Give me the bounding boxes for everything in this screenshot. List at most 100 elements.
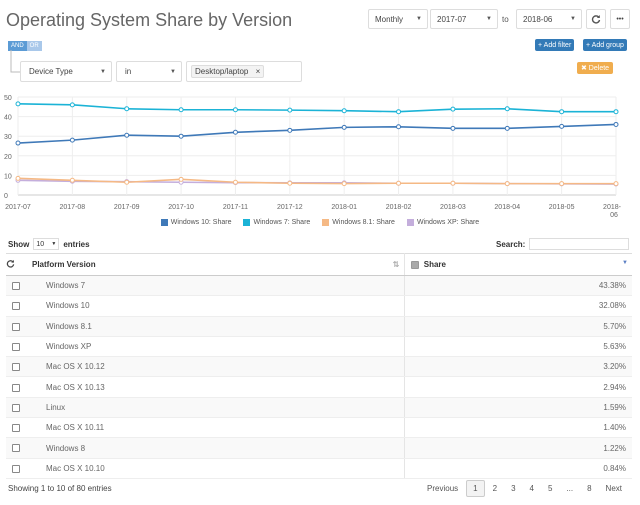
share-column-header[interactable]: Share ▼ <box>404 253 632 276</box>
chevron-down-icon: ▼ <box>51 241 57 247</box>
add-group-button[interactable]: + Add group <box>583 39 627 51</box>
row-checkbox[interactable] <box>12 322 20 331</box>
row-checkbox[interactable] <box>12 444 20 453</box>
table-row[interactable]: Windows 8 1.22% <box>6 437 632 459</box>
period-select[interactable]: Monthly ▼ <box>368 9 428 29</box>
data-point <box>287 107 293 113</box>
row-checkbox[interactable] <box>12 342 20 351</box>
share-cell: 43.38% <box>404 275 632 297</box>
page-button[interactable]: 2 <box>492 484 498 493</box>
data-point <box>124 106 130 112</box>
page-button[interactable]: 4 <box>529 484 534 493</box>
table-row[interactable]: Mac OS X 10.12 3.20% <box>6 356 632 378</box>
x-tick-label: 2018- <box>603 204 622 211</box>
filter-value-input[interactable]: Desktop/laptop × <box>186 61 302 82</box>
page-button[interactable]: 8 <box>587 484 592 493</box>
share-cell: 5.70% <box>404 316 632 337</box>
next-button[interactable]: Next <box>605 484 622 493</box>
legend-item-windows-7[interactable]: Windows 7: Share <box>243 219 310 226</box>
x-tick-label: 2018-05 <box>549 204 575 211</box>
legend-item-windows-8-1[interactable]: Windows 8.1: Share <box>322 219 395 226</box>
sort-desc-icon: ▼ <box>622 260 628 266</box>
chevron-down-icon: ▼ <box>570 16 576 22</box>
share-cell: 1.59% <box>404 397 632 419</box>
row-checkbox[interactable] <box>12 383 20 392</box>
platform-cell: Windows 8 <box>26 437 405 459</box>
chevron-down-icon: ▼ <box>486 16 492 22</box>
legend-item-windows-xp[interactable]: Windows XP: Share <box>406 219 479 226</box>
table-row[interactable]: Mac OS X 10.11 1.40% <box>6 417 632 439</box>
filter-operator-value: in <box>125 67 132 76</box>
row-checkbox-cell <box>6 417 26 439</box>
data-point <box>396 180 402 186</box>
share-cell: 1.22% <box>404 437 632 459</box>
page-button[interactable]: 5 <box>547 484 553 493</box>
row-checkbox[interactable] <box>12 363 20 372</box>
from-date-select[interactable]: 2017-07 ▼ <box>430 9 498 29</box>
series-line <box>17 123 617 144</box>
to-date-select[interactable]: 2018-06 ▼ <box>516 9 582 29</box>
row-checkbox-cell <box>6 458 26 479</box>
search-input[interactable] <box>529 238 630 250</box>
checkbox-icon <box>410 260 419 269</box>
table-row[interactable]: Linux 1.59% <box>6 397 632 419</box>
legend-item-windows-10[interactable]: Windows 10: Share <box>160 219 231 226</box>
data-point <box>341 181 347 187</box>
row-checkbox[interactable] <box>12 424 20 433</box>
page-size-select[interactable]: 10 ▼ <box>33 238 60 250</box>
data-point <box>232 129 238 135</box>
previous-button[interactable]: Previous <box>427 484 459 493</box>
data-point <box>178 176 184 182</box>
row-checkbox[interactable] <box>12 282 20 291</box>
table-row[interactable]: Mac OS X 10.10 0.84% <box>6 458 632 479</box>
filter-field-value: Device Type <box>29 67 73 76</box>
x-tick-label: 2018-01 <box>331 204 357 211</box>
legend-swatch <box>406 219 414 226</box>
row-checkbox-cell <box>6 295 26 317</box>
x-tick-label: 2017-10 <box>168 204 194 211</box>
table-row[interactable]: Windows 8.1 5.70% <box>6 316 632 337</box>
x-tick-label: 2018-02 <box>386 204 412 211</box>
more-icon: ••• <box>616 15 624 23</box>
data-point <box>504 106 510 112</box>
more-button[interactable]: ••• <box>610 9 630 29</box>
add-filter-button[interactable]: + Add filter <box>535 39 575 51</box>
refresh-icon <box>6 259 15 268</box>
share-cell: 2.94% <box>404 376 632 398</box>
share-cell: 3.20% <box>404 356 632 378</box>
platform-column-header[interactable]: Platform Version ⇅ <box>26 253 405 276</box>
row-checkbox-cell <box>6 316 26 337</box>
data-point <box>69 102 75 108</box>
refresh-column-header[interactable] <box>6 253 26 276</box>
or-toggle[interactable]: OR <box>26 41 42 51</box>
row-checkbox[interactable] <box>12 464 20 473</box>
from-date-value: 2017-07 <box>437 14 467 24</box>
share-cell: 5.63% <box>404 336 632 358</box>
table-row[interactable]: Mac OS X 10.13 2.94% <box>6 376 632 398</box>
close-icon[interactable]: × <box>255 67 261 76</box>
table-row[interactable]: Windows 10 32.08% <box>6 295 632 317</box>
y-tick-label: 0 <box>4 193 8 200</box>
refresh-icon <box>591 15 601 24</box>
x-tick-label: 2017-07 <box>5 204 31 211</box>
platform-cell: Windows XP <box>26 336 405 358</box>
delete-button[interactable]: ✖ Delete <box>577 62 614 74</box>
and-toggle[interactable]: AND <box>8 41 27 51</box>
table-row[interactable]: Windows XP 5.63% <box>6 336 632 358</box>
to-label: to <box>502 15 509 24</box>
row-checkbox[interactable] <box>12 403 20 412</box>
filter-field-select[interactable]: Device Type ▼ <box>20 61 112 82</box>
period-select-value: Monthly <box>375 14 404 24</box>
page-button[interactable]: 1 <box>466 480 485 497</box>
and-or-toggle[interactable]: AND OR <box>8 41 42 51</box>
data-point <box>287 127 293 133</box>
refresh-button[interactable] <box>586 9 606 29</box>
legend-label: Windows 8.1: Share <box>332 219 395 226</box>
row-checkbox[interactable] <box>12 302 20 311</box>
row-checkbox-cell <box>6 397 26 419</box>
x-tick-label: 2017-08 <box>60 204 86 211</box>
filter-operator-select[interactable]: in ▼ <box>116 61 182 82</box>
data-point <box>396 109 402 115</box>
table-row[interactable]: Windows 7 43.38% <box>6 275 632 297</box>
page-button[interactable]: 3 <box>511 484 516 493</box>
